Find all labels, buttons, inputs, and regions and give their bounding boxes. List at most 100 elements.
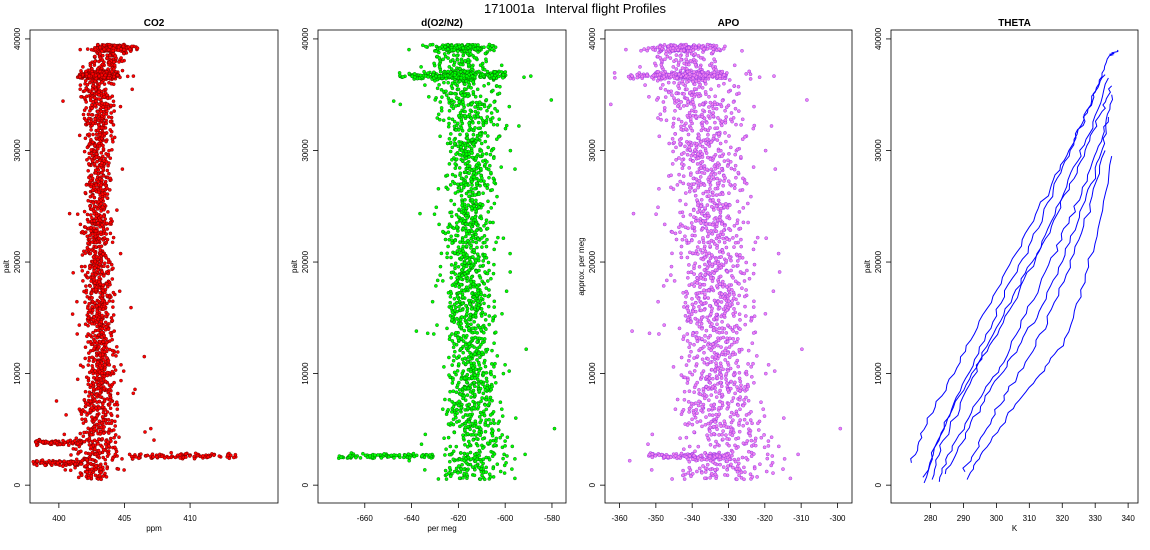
data-point [80, 417, 84, 422]
data-point [448, 444, 453, 449]
data-point [450, 318, 455, 322]
data-point [96, 109, 100, 114]
data-point [95, 414, 99, 418]
data-point [87, 116, 91, 121]
data-point [489, 119, 494, 124]
data-point [460, 462, 464, 467]
data-point [497, 117, 502, 122]
data-point [95, 372, 100, 377]
data-point [514, 416, 518, 420]
data-point [84, 451, 88, 455]
data-point [468, 427, 472, 432]
data-point [476, 303, 481, 308]
data-point [489, 369, 493, 374]
data-point [98, 388, 103, 393]
data-point [480, 412, 484, 417]
data-point [485, 159, 489, 164]
data-point [431, 332, 436, 336]
data-point [92, 162, 97, 166]
data-point [75, 299, 79, 304]
data-point [101, 226, 106, 231]
data-point [107, 444, 111, 448]
data-point [112, 364, 116, 369]
data-point [99, 244, 104, 248]
data-point [472, 429, 476, 433]
data-point [458, 110, 463, 115]
data-point [71, 270, 75, 275]
data-point [106, 210, 110, 214]
data-point [451, 457, 456, 462]
data-point [448, 132, 453, 136]
data-point [474, 100, 479, 105]
data-point [466, 368, 471, 372]
data-point [483, 312, 488, 317]
data-point [688, 370, 692, 375]
data-point [647, 95, 651, 99]
data-point [474, 240, 479, 245]
data-point [472, 452, 477, 457]
data-point [88, 284, 92, 288]
data-point [104, 325, 109, 329]
data-point [459, 282, 463, 287]
data-point [462, 328, 467, 333]
data-point [477, 414, 482, 419]
data-point [679, 100, 684, 104]
data-point [480, 118, 485, 123]
data-point [460, 295, 465, 299]
data-point [100, 62, 105, 67]
data-point [458, 392, 463, 397]
data-point [450, 117, 455, 122]
data-point [97, 123, 101, 128]
data-point [457, 304, 461, 309]
data-point [448, 294, 453, 299]
data-point [105, 355, 109, 360]
data-point [459, 325, 464, 330]
data-point [501, 72, 506, 77]
data-point [715, 322, 719, 327]
data-point [94, 320, 99, 325]
data-point [461, 350, 466, 355]
data-point [722, 159, 727, 163]
data-point [84, 284, 88, 288]
data-point [469, 280, 473, 285]
data-point [64, 413, 68, 417]
data-point [708, 183, 713, 187]
data-point [456, 215, 461, 219]
data-point [449, 198, 453, 203]
data-point [465, 452, 470, 456]
data-point [452, 341, 456, 346]
data-point [113, 433, 118, 437]
data-point [492, 299, 497, 304]
data-point [472, 373, 477, 377]
data-point [480, 473, 484, 478]
data-point [101, 143, 105, 148]
data-point [125, 74, 130, 79]
data-point [107, 401, 112, 406]
data-point [486, 304, 491, 309]
data-point [448, 149, 453, 154]
data-point [178, 452, 182, 457]
data-point [513, 457, 517, 461]
data-point [121, 369, 126, 373]
data-point [449, 275, 454, 280]
data-point [479, 292, 484, 297]
data-point [152, 438, 156, 442]
data-point [91, 121, 95, 126]
data-point [449, 98, 454, 102]
data-point [75, 332, 79, 336]
data-point [456, 403, 461, 408]
data-point [447, 337, 452, 342]
data-point [91, 140, 95, 145]
data-point [102, 274, 106, 278]
data-point [77, 407, 82, 412]
data-point [459, 193, 464, 198]
data-point [98, 467, 103, 471]
data-point [486, 260, 491, 265]
data-point [407, 455, 412, 460]
data-point [110, 382, 115, 387]
data-point [492, 100, 497, 104]
data-point [473, 207, 477, 211]
data-point [498, 84, 502, 89]
data-point [87, 355, 92, 360]
data-point [468, 44, 473, 49]
